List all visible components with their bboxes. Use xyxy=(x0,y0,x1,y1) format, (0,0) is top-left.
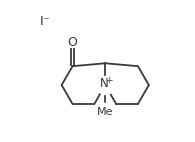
Text: I⁻: I⁻ xyxy=(40,15,51,28)
Text: Me: Me xyxy=(97,107,113,117)
Text: O: O xyxy=(68,36,77,49)
Text: +: + xyxy=(105,76,113,85)
Text: N: N xyxy=(100,77,108,90)
